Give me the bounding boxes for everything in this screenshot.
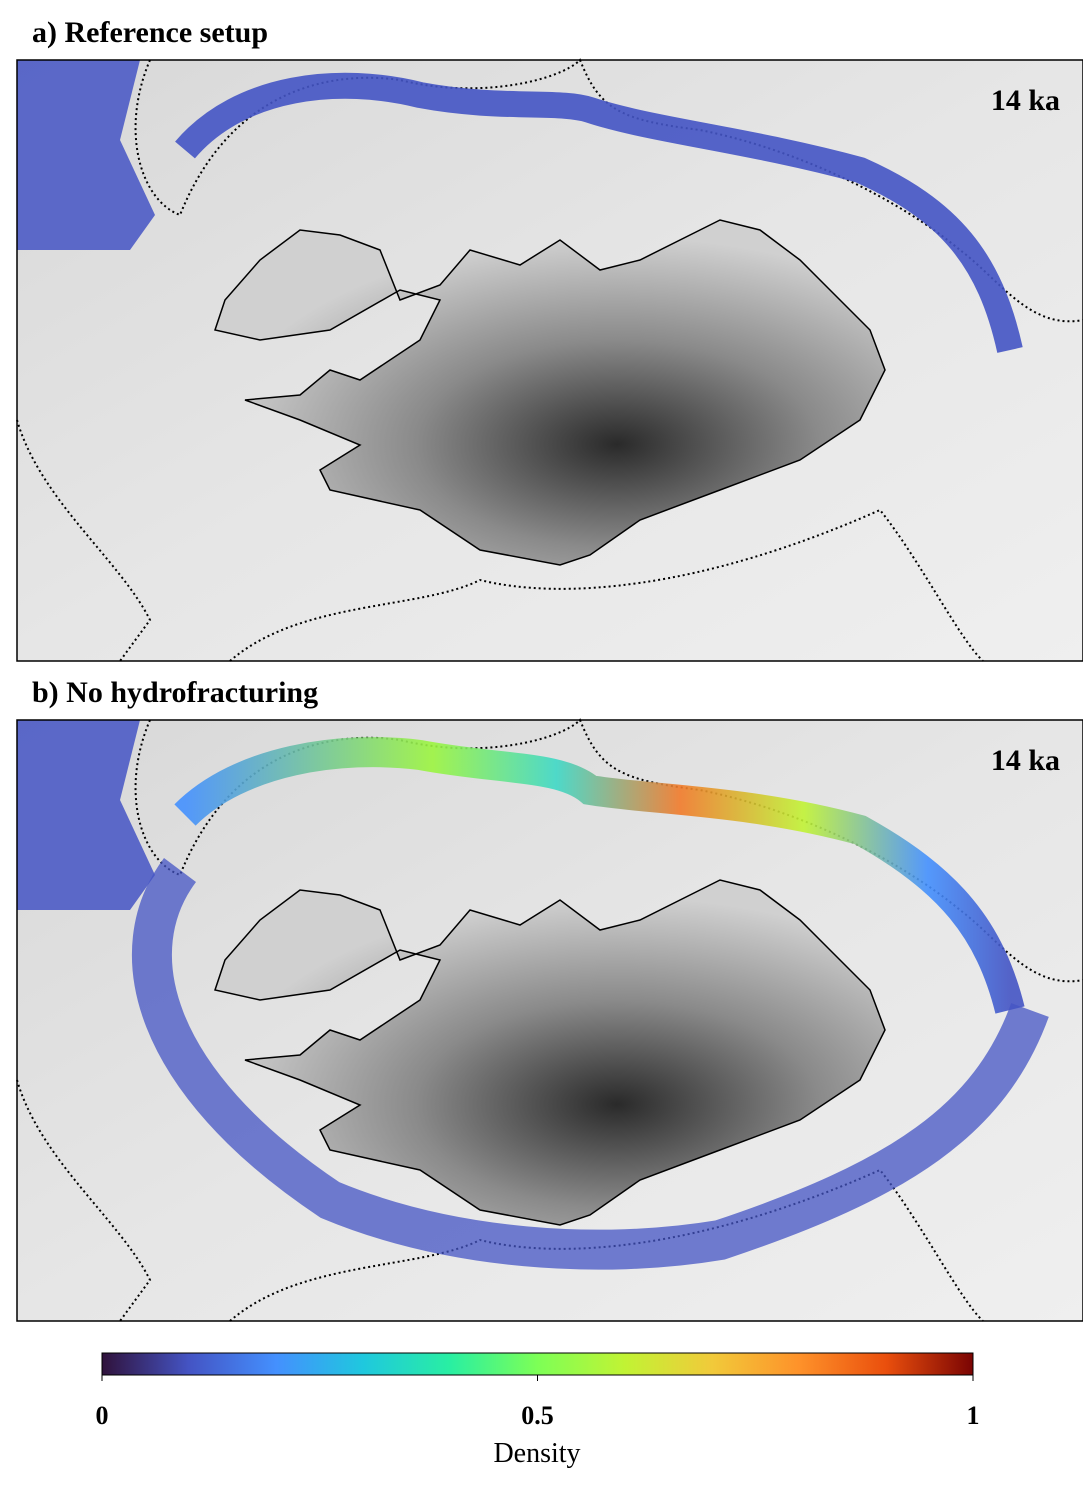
map-frame <box>16 59 1083 662</box>
colorbar <box>101 1352 974 1376</box>
map <box>16 59 1083 662</box>
colorbar-tick-label: 1 <box>967 1401 980 1430</box>
panel-title: a) Reference setup <box>32 16 268 49</box>
map-frame <box>16 719 1083 1322</box>
density-band <box>175 72 1023 353</box>
time-label: 14 ka <box>991 744 1060 777</box>
colorbar-label: Density <box>493 1438 580 1469</box>
panel-title: b) No hydrofracturing <box>32 676 318 709</box>
density-band <box>131 858 1049 1270</box>
density-band <box>174 737 1025 1014</box>
colorbar-tick-label: 0 <box>96 1401 109 1430</box>
time-label: 14 ka <box>991 84 1060 117</box>
colorbar-tick-label: 0.5 <box>521 1401 554 1430</box>
